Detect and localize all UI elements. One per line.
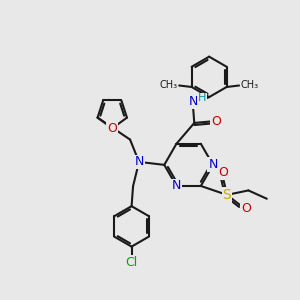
Text: N: N: [189, 95, 198, 108]
Text: O: O: [241, 202, 250, 215]
Text: O: O: [107, 122, 117, 135]
Text: CH₃: CH₃: [160, 80, 178, 91]
Text: N: N: [172, 179, 181, 193]
Text: N: N: [208, 158, 218, 171]
Text: CH₃: CH₃: [241, 80, 259, 91]
Text: Cl: Cl: [125, 256, 138, 268]
Text: O: O: [218, 167, 228, 179]
Text: H: H: [197, 93, 206, 103]
Text: S: S: [223, 188, 231, 202]
Text: O: O: [211, 115, 221, 128]
Text: N: N: [134, 155, 144, 168]
